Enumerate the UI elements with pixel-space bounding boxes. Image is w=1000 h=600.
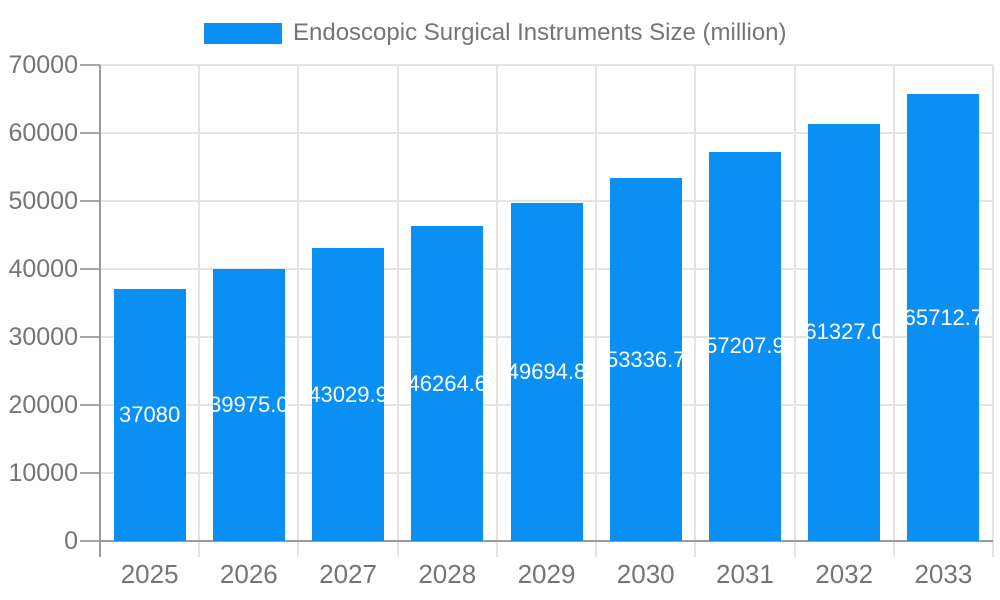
bar[interactable]: 61327.0 [804,123,884,541]
bar-value-label: 39975.0 [209,392,289,418]
legend[interactable]: Endoscopic Surgical Instruments Size (mi… [204,21,787,45]
v-gridline [694,65,697,557]
y-axis-tick [80,132,100,134]
y-axis-tick [80,64,100,66]
v-gridline [892,65,895,557]
bar[interactable]: 65712.7 [904,94,983,541]
bar-value-label: 65712.7 [903,304,984,330]
bar-value-label: 61327.0 [804,319,884,345]
y-axis-tick [80,336,100,338]
y-axis-tick [80,200,100,202]
v-gridline [198,65,201,557]
bar-value-label: 49694.8 [506,359,587,385]
y-axis-label: 0 [64,527,78,555]
bar[interactable]: 37080 [113,288,186,541]
bar[interactable]: 46264.6 [408,226,487,541]
y-axis-tick [80,472,100,474]
x-axis-label: 2025 [120,559,179,589]
y-axis-label: 50000 [8,187,78,215]
h-gridline [100,200,993,202]
x-axis-label: 2027 [319,559,377,589]
legend-label: Endoscopic Surgical Instruments Size (mi… [293,19,787,46]
y-axis-label: 70000 [8,51,78,79]
bar-value-label: 43029.9 [308,381,388,407]
x-axis-label: 2030 [616,559,675,589]
y-axis-label: 60000 [8,119,78,147]
h-gridline [100,64,993,66]
x-axis-label: 2031 [716,559,774,589]
bar-value-label: 57207.9 [705,333,785,359]
v-gridline [992,65,994,557]
y-axis-label: 30000 [8,323,78,351]
y-axis-tick [80,268,100,270]
y-axis-line [99,65,101,557]
x-axis-label: 2029 [517,559,576,589]
v-gridline [495,65,498,557]
y-axis-tick [80,540,100,542]
y-axis-label: 40000 [8,255,78,283]
bar-value-label: 46264.6 [407,370,488,396]
legend-swatch-icon [204,22,282,44]
bar-value-label: 53336.7 [605,346,686,372]
bar[interactable]: 39975.0 [209,269,289,541]
v-gridline [595,65,598,557]
v-gridline [297,65,300,557]
y-axis-label: 10000 [8,459,78,487]
x-axis-label: 2026 [219,559,278,589]
x-axis-label: 2028 [418,559,477,589]
v-gridline [396,65,399,557]
x-axis-label: 2032 [815,559,874,589]
bar[interactable]: 53336.7 [606,178,685,541]
bar-value-label: 37080 [119,401,181,427]
y-axis-label: 20000 [8,391,78,419]
h-gridline [100,132,993,134]
v-gridline [793,65,796,557]
x-axis-label: 2033 [914,559,973,589]
x-axis-line [100,540,993,542]
y-axis-tick [80,404,100,406]
bar[interactable]: 57207.9 [705,151,785,541]
bar[interactable]: 43029.9 [308,248,388,541]
bar[interactable]: 49694.8 [507,203,586,541]
